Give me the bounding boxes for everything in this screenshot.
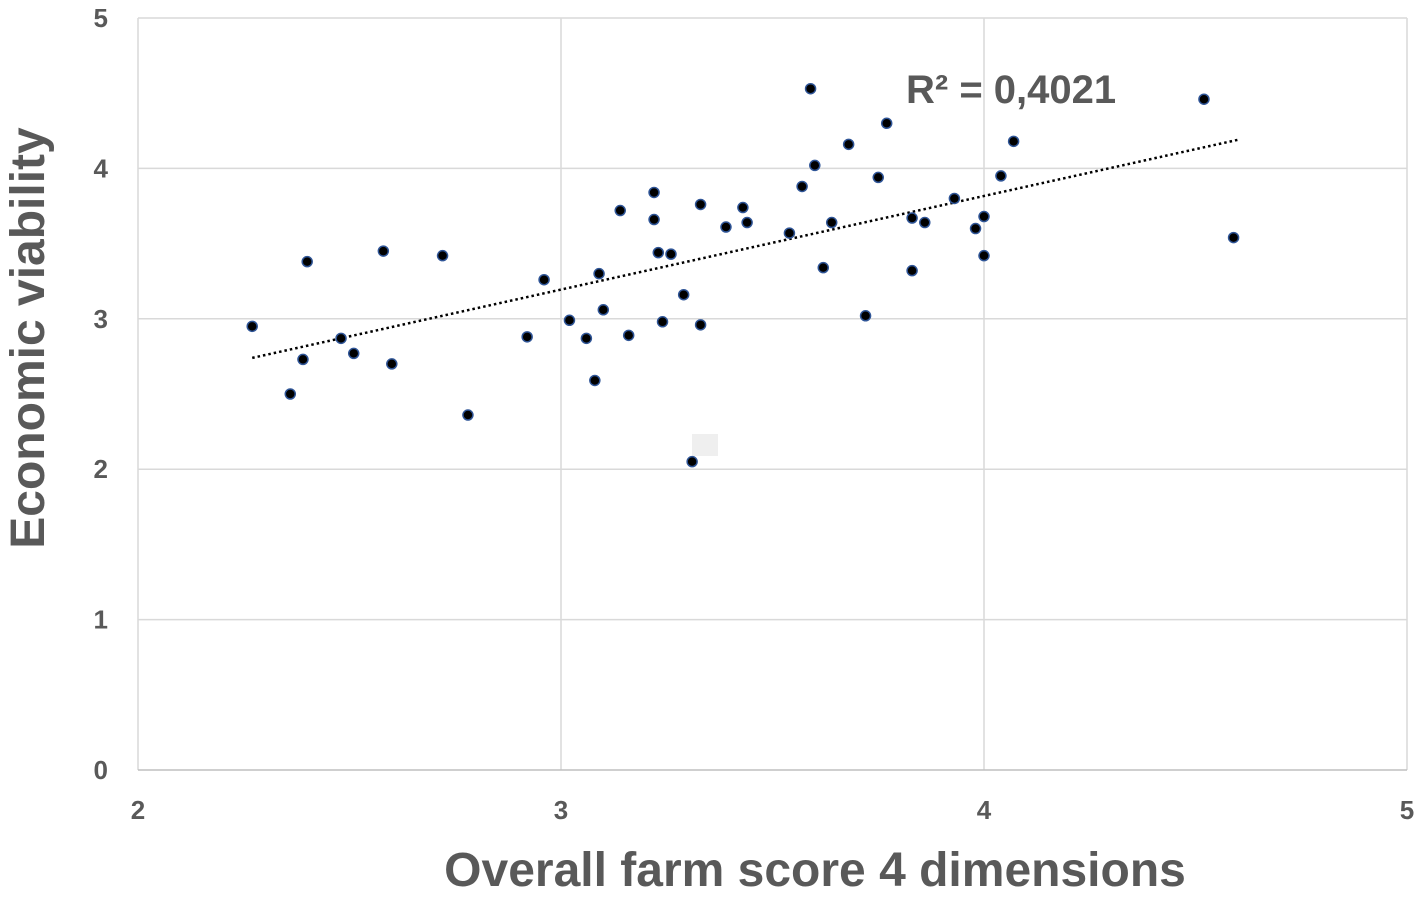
x-tick-label: 2 xyxy=(131,795,145,825)
data-point xyxy=(906,212,918,224)
y-tick-label: 1 xyxy=(94,605,108,635)
data-points xyxy=(246,82,1240,468)
data-point xyxy=(880,117,893,130)
data-point xyxy=(1007,135,1020,148)
data-point xyxy=(978,249,990,262)
data-point xyxy=(597,304,610,316)
data-point xyxy=(538,273,550,286)
data-point xyxy=(665,248,677,260)
data-point xyxy=(809,159,821,172)
data-point xyxy=(969,222,982,235)
data-point xyxy=(872,171,884,184)
data-point xyxy=(648,186,660,199)
data-point xyxy=(741,216,753,229)
data-point xyxy=(906,264,918,277)
data-point xyxy=(652,246,665,259)
x-axis-title: Overall farm score 4 dimensions xyxy=(444,844,1186,897)
data-point xyxy=(335,332,347,345)
blank-label-box xyxy=(692,434,718,456)
data-point xyxy=(859,310,872,322)
data-point xyxy=(948,192,961,205)
data-point xyxy=(978,210,990,223)
data-point xyxy=(589,374,601,387)
data-point xyxy=(694,198,707,211)
y-tick-label: 5 xyxy=(94,3,108,33)
data-point xyxy=(462,409,474,421)
data-point xyxy=(817,261,830,274)
x-tick-label: 4 xyxy=(977,795,992,825)
y-tick-label: 2 xyxy=(94,454,108,484)
data-point xyxy=(919,216,931,229)
data-point xyxy=(622,329,635,342)
data-point xyxy=(995,170,1007,182)
data-point xyxy=(677,288,690,301)
data-point xyxy=(825,216,838,229)
data-point xyxy=(347,347,360,360)
data-point xyxy=(563,314,576,327)
data-point xyxy=(377,245,390,257)
data-point xyxy=(804,82,817,95)
x-tick-label: 5 xyxy=(1400,795,1414,825)
data-point xyxy=(1227,231,1240,244)
r-squared-annotation: R² = 0,4021 xyxy=(906,68,1116,112)
data-point xyxy=(301,255,313,268)
data-point xyxy=(783,227,796,239)
data-point xyxy=(842,138,855,151)
y-tick-label: 4 xyxy=(94,153,109,183)
x-tick-label: 3 xyxy=(554,795,568,825)
data-point xyxy=(686,455,698,468)
data-point xyxy=(521,331,533,343)
data-point xyxy=(694,319,707,331)
data-point xyxy=(436,249,449,262)
data-point xyxy=(737,201,749,214)
data-point xyxy=(1198,93,1210,105)
data-point xyxy=(246,320,258,333)
data-point xyxy=(284,388,297,400)
data-point xyxy=(386,358,398,370)
data-point xyxy=(593,267,605,280)
data-point xyxy=(614,204,626,217)
data-point xyxy=(297,353,309,366)
data-point xyxy=(720,221,732,233)
tick-labels: 2 3 4 5 0 1 2 3 4 5 xyxy=(94,3,1415,825)
y-tick-label: 3 xyxy=(94,304,108,334)
y-tick-label: 0 xyxy=(94,755,108,785)
gridlines xyxy=(137,17,1408,771)
data-point xyxy=(656,316,669,328)
data-point xyxy=(796,180,808,193)
data-point xyxy=(648,213,660,226)
data-point xyxy=(580,332,593,345)
y-axis-title: Economic viability xyxy=(2,127,55,549)
